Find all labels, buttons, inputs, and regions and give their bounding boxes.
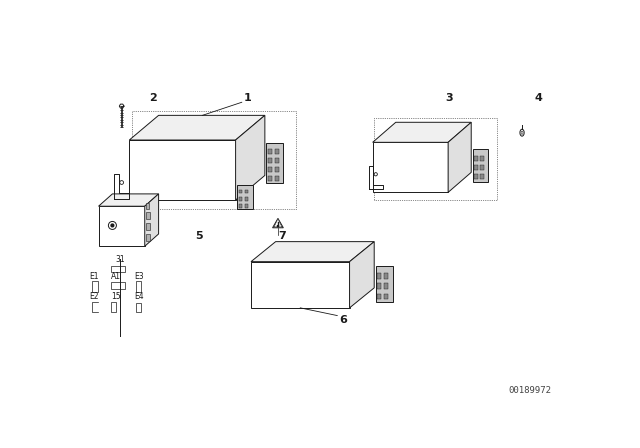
Text: 6: 6 bbox=[340, 315, 348, 325]
Bar bbox=[275, 149, 278, 154]
Polygon shape bbox=[273, 219, 284, 228]
Polygon shape bbox=[99, 194, 159, 206]
Bar bbox=[266, 143, 284, 183]
Text: 15: 15 bbox=[111, 292, 121, 301]
Bar bbox=[245, 190, 248, 194]
Bar bbox=[245, 197, 248, 201]
Bar bbox=[473, 149, 488, 181]
Polygon shape bbox=[236, 116, 265, 200]
Bar bbox=[268, 149, 272, 154]
Bar bbox=[275, 167, 278, 172]
Bar bbox=[268, 158, 272, 163]
Bar bbox=[239, 197, 242, 201]
Bar bbox=[268, 176, 272, 181]
Text: E3: E3 bbox=[134, 271, 143, 280]
Bar bbox=[275, 176, 278, 181]
Bar bbox=[239, 204, 242, 207]
Bar bbox=[474, 174, 477, 179]
Bar bbox=[92, 281, 98, 292]
Ellipse shape bbox=[520, 129, 524, 136]
Bar bbox=[378, 273, 381, 279]
Text: 31: 31 bbox=[115, 254, 125, 264]
Ellipse shape bbox=[521, 131, 523, 134]
Bar bbox=[245, 204, 248, 207]
Polygon shape bbox=[349, 241, 374, 308]
Polygon shape bbox=[129, 116, 265, 140]
Bar bbox=[237, 185, 253, 209]
Bar bbox=[481, 165, 484, 170]
Polygon shape bbox=[372, 142, 448, 192]
Bar bbox=[481, 174, 484, 179]
Bar bbox=[384, 273, 388, 279]
Polygon shape bbox=[274, 219, 282, 227]
Text: E2: E2 bbox=[90, 292, 99, 301]
Polygon shape bbox=[448, 122, 471, 192]
Bar bbox=[145, 234, 150, 241]
Polygon shape bbox=[251, 241, 374, 262]
Bar bbox=[268, 167, 272, 172]
Text: 3: 3 bbox=[445, 93, 452, 103]
Bar bbox=[275, 158, 278, 163]
Text: 5: 5 bbox=[196, 231, 203, 241]
Text: 00189972: 00189972 bbox=[508, 386, 551, 395]
Bar bbox=[474, 165, 477, 170]
Bar bbox=[376, 266, 393, 302]
Polygon shape bbox=[372, 122, 471, 142]
Text: E1: E1 bbox=[90, 271, 99, 280]
Text: 2: 2 bbox=[149, 93, 157, 103]
Bar bbox=[111, 266, 125, 271]
Bar bbox=[378, 284, 381, 289]
Bar bbox=[481, 156, 484, 161]
Text: E4: E4 bbox=[134, 292, 143, 301]
Bar bbox=[145, 223, 150, 230]
Bar bbox=[111, 302, 116, 313]
Polygon shape bbox=[145, 194, 159, 246]
Text: 1: 1 bbox=[244, 93, 252, 103]
Bar bbox=[145, 203, 148, 208]
Bar bbox=[111, 282, 125, 289]
Text: 7: 7 bbox=[279, 231, 287, 241]
Bar bbox=[474, 156, 477, 161]
Bar bbox=[384, 293, 388, 299]
Bar bbox=[374, 118, 497, 200]
Text: 4: 4 bbox=[534, 93, 542, 103]
Polygon shape bbox=[129, 140, 236, 200]
Bar bbox=[136, 303, 141, 313]
Bar bbox=[136, 281, 141, 292]
Circle shape bbox=[277, 225, 278, 227]
Bar bbox=[378, 293, 381, 299]
Circle shape bbox=[111, 224, 114, 227]
Polygon shape bbox=[251, 262, 349, 308]
Bar bbox=[239, 190, 242, 194]
Polygon shape bbox=[119, 104, 124, 108]
Polygon shape bbox=[99, 206, 145, 246]
Bar bbox=[132, 111, 296, 209]
Text: A1: A1 bbox=[111, 271, 121, 280]
Bar bbox=[384, 284, 388, 289]
Bar bbox=[145, 212, 150, 220]
